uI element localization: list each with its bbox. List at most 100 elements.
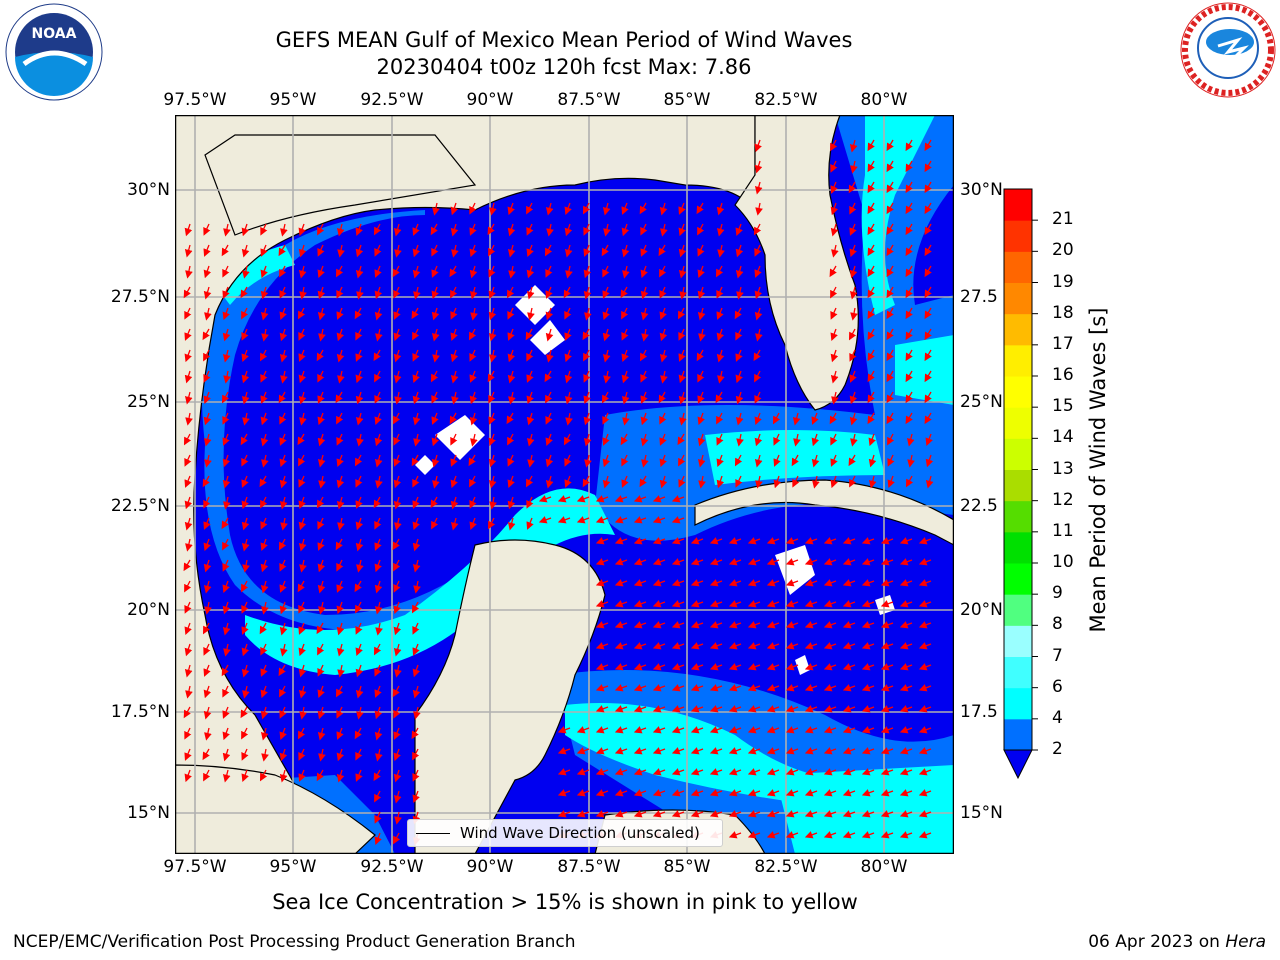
wind-arrow xyxy=(432,202,440,216)
wind-arrow xyxy=(924,286,932,299)
wind-arrow xyxy=(412,643,420,656)
wind-arrow xyxy=(184,454,192,467)
wind-arrow xyxy=(677,433,685,446)
wind-arrow xyxy=(450,454,458,467)
wind-arrow xyxy=(849,412,858,426)
wind-arrow xyxy=(842,537,856,545)
wind-arrow xyxy=(886,265,894,278)
wind-arrow xyxy=(469,475,477,488)
wind-arrow xyxy=(736,286,744,300)
wind-arrow xyxy=(279,580,287,593)
wind-arrow xyxy=(728,747,742,755)
wind-arrow xyxy=(185,538,193,552)
wind-arrow xyxy=(394,517,402,531)
wind-arrow xyxy=(659,202,668,216)
wind-arrow xyxy=(298,328,306,341)
wind-arrow xyxy=(507,223,516,237)
wind-arrow xyxy=(868,454,877,468)
wind-arrow xyxy=(728,663,742,671)
wind-arrow xyxy=(621,202,629,215)
wind-arrow xyxy=(184,370,193,384)
wind-arrow xyxy=(709,684,723,692)
wind-arrow xyxy=(728,558,742,566)
wind-arrow xyxy=(576,726,590,734)
wind-arrow xyxy=(709,600,723,608)
wind-arrow xyxy=(766,537,780,545)
wind-arrow xyxy=(785,768,799,776)
wind-arrow xyxy=(223,496,231,510)
wind-arrow xyxy=(412,685,421,699)
wind-arrow xyxy=(488,433,496,447)
wind-arrow xyxy=(754,391,762,404)
wind-arrow xyxy=(842,726,856,734)
wind-arrow xyxy=(735,265,744,279)
lat-label: 27.5 xyxy=(960,287,998,307)
wind-arrow xyxy=(747,768,761,776)
wind-arrow xyxy=(298,643,306,657)
wind-arrow xyxy=(185,412,193,426)
wind-arrow xyxy=(660,223,668,237)
wind-arrow xyxy=(633,642,647,650)
wind-arrow xyxy=(564,202,572,216)
wind-arrow xyxy=(614,663,628,671)
wind-arrow xyxy=(280,223,288,237)
wind-arrow xyxy=(804,621,818,629)
wind-arrow xyxy=(823,537,837,545)
wind-arrow xyxy=(222,328,231,342)
wind-arrow xyxy=(671,684,685,692)
wind-arrow xyxy=(507,244,516,258)
wind-arrow xyxy=(279,412,287,425)
wind-arrow xyxy=(633,663,647,671)
wind-arrow xyxy=(918,600,932,608)
wind-arrow xyxy=(830,286,838,299)
wind-arrow xyxy=(886,244,894,257)
wind-arrow xyxy=(203,286,212,300)
wind-arrow xyxy=(641,328,649,342)
wind-arrow xyxy=(886,328,894,341)
wind-arrow xyxy=(886,349,894,362)
lat-label: 20°N xyxy=(127,600,170,620)
wind-arrow xyxy=(506,286,515,299)
colorbar-segment xyxy=(1004,718,1032,751)
colorbar-segment xyxy=(1004,251,1032,283)
wind-arrow xyxy=(842,663,856,671)
wind-arrow xyxy=(355,685,364,699)
wind-arrow xyxy=(279,559,287,572)
wind-arrow xyxy=(241,307,249,320)
wind-arrow xyxy=(355,370,363,384)
wind-arrow xyxy=(507,496,516,510)
wind-arrow xyxy=(222,454,231,468)
wind-arrow xyxy=(728,579,742,587)
wind-arrow xyxy=(374,559,382,573)
wind-arrow xyxy=(431,433,440,447)
colorbar-tick-label: 13 xyxy=(1052,458,1074,479)
wind-arrow xyxy=(298,769,306,782)
wind-arrow xyxy=(450,433,458,446)
wind-arrow xyxy=(671,579,685,587)
wind-arrow xyxy=(715,391,723,404)
wind-arrow xyxy=(488,307,497,321)
wind-arrow xyxy=(754,181,763,195)
wind-arrow xyxy=(602,475,611,489)
colorbar-segment xyxy=(1004,531,1032,564)
wind-arrow xyxy=(924,370,932,383)
wind-arrow xyxy=(652,705,666,713)
wind-arrow xyxy=(804,726,818,734)
colorbar-tick-label: 21 xyxy=(1052,209,1074,230)
wind-arrow xyxy=(450,328,458,342)
wind-arrow xyxy=(697,433,706,447)
wind-arrow xyxy=(374,517,382,530)
wind-arrow xyxy=(830,454,838,467)
wind-arrow xyxy=(804,810,818,818)
wind-arrow xyxy=(430,223,438,236)
wind-arrow xyxy=(507,475,515,489)
wind-arrow xyxy=(299,706,307,720)
wind-arrow xyxy=(564,223,573,237)
wind-arrow xyxy=(918,705,932,713)
wind-arrow xyxy=(413,580,421,594)
wind-arrow xyxy=(842,621,856,629)
wind-arrow xyxy=(375,748,383,762)
wind-arrow xyxy=(659,412,667,425)
wind-arrow xyxy=(735,328,743,341)
wind-arrow xyxy=(717,244,725,258)
